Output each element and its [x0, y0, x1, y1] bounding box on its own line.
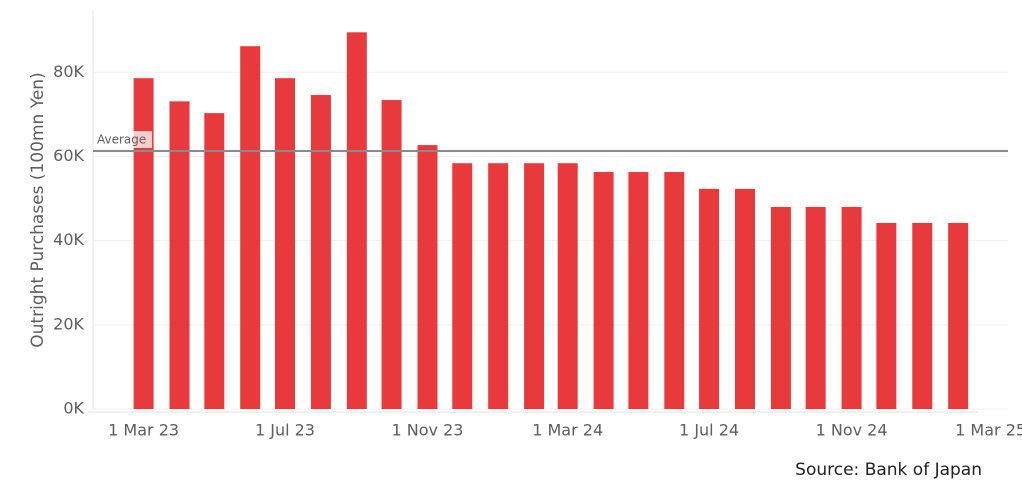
bar: [169, 101, 190, 409]
bar: [133, 78, 154, 410]
x-tick-label: 1 Nov 24: [816, 421, 888, 440]
average-label-bg: [94, 130, 152, 148]
y-tick-label: 60K: [53, 146, 84, 165]
y-axis-label: Outright Purchases (100mn Yen): [28, 72, 48, 347]
bar: [204, 113, 225, 409]
bar: [346, 32, 367, 410]
x-tick-label: 1 Jul 23: [255, 421, 315, 440]
bar: [381, 100, 402, 410]
bar: [452, 163, 473, 409]
y-tick-label: 40K: [53, 230, 84, 249]
bar: [876, 222, 897, 409]
bar: [593, 172, 614, 409]
bar: [770, 206, 791, 409]
bar: [841, 206, 862, 409]
bar: [240, 46, 261, 410]
bar: [310, 95, 331, 410]
bar: [557, 163, 578, 409]
bar: [417, 145, 438, 409]
bar: [734, 188, 755, 409]
bar: [488, 163, 509, 409]
bar: [912, 222, 933, 409]
bar: [805, 206, 826, 409]
x-tick-label: 1 Jul 24: [679, 421, 739, 440]
y-tick-label: 80K: [53, 62, 84, 81]
x-tick-label: 1 Nov 23: [392, 421, 464, 440]
x-tick-label: 1 Mar 24: [532, 421, 603, 440]
y-tick-label: 0K: [63, 399, 84, 418]
bar: [274, 78, 295, 410]
bar: [664, 172, 685, 409]
x-tick-label: 1 Mar 25: [955, 421, 1022, 440]
x-tick-label: 1 Mar 23: [108, 421, 179, 440]
bar: [948, 222, 969, 409]
bar: [699, 188, 720, 409]
average-label: Average: [97, 132, 146, 146]
y-tick-label: 20K: [53, 314, 84, 333]
source-note: Source: Bank of Japan: [795, 460, 982, 480]
bar: [628, 172, 649, 409]
bar: [524, 163, 545, 409]
